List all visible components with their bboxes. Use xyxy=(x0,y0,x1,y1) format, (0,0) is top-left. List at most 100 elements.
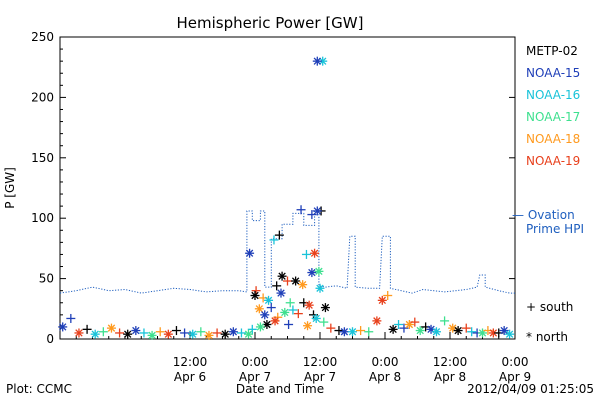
point-stroke xyxy=(264,296,273,305)
point-stroke xyxy=(308,268,316,277)
legend-item-noaa-16: NOAA-16 xyxy=(526,88,580,102)
south-point-noaa-15 xyxy=(284,320,294,330)
point-stroke xyxy=(321,303,330,312)
north-point-noaa-16 xyxy=(311,313,321,323)
point-stroke xyxy=(305,301,313,309)
south-point-noaa-19 xyxy=(115,328,125,338)
north-point-noaa-19 xyxy=(377,295,387,305)
x-axis-label: Date and Time xyxy=(236,382,324,396)
x-tick-time: 0:00 xyxy=(502,355,529,369)
ovation-hpi-line xyxy=(59,210,515,294)
point-stroke xyxy=(500,326,508,335)
scatter-points xyxy=(58,56,515,340)
legend-item-noaa-18: NOAA-18 xyxy=(526,132,580,146)
south-point-metp-02 xyxy=(171,326,181,336)
legend-item-noaa-15: NOAA-15 xyxy=(526,66,580,80)
x-tick-date: Apr 6 xyxy=(174,370,206,384)
north-point-noaa-17 xyxy=(314,266,324,276)
south-point-noaa-15 xyxy=(66,313,76,323)
footer-credit: Plot: CCMC xyxy=(6,382,72,396)
point-stroke xyxy=(229,328,238,336)
point-stroke xyxy=(298,280,307,289)
north-point-noaa-17 xyxy=(147,330,157,340)
north-point-noaa-18 xyxy=(204,330,214,340)
south-point-noaa-15 xyxy=(399,323,409,333)
south-point-noaa-19 xyxy=(410,317,420,327)
north-point-noaa-19 xyxy=(304,300,314,310)
point-stroke xyxy=(256,323,265,331)
north-point-noaa-16 xyxy=(348,327,357,337)
south-point-noaa-19 xyxy=(293,309,303,319)
point-stroke xyxy=(389,325,397,334)
north-point-noaa-15 xyxy=(339,327,349,337)
point-stroke xyxy=(505,330,514,338)
south-point-noaa-16 xyxy=(236,328,246,338)
north-point-metp-02 xyxy=(277,271,287,281)
y-tick-label: 250 xyxy=(31,30,54,44)
north-point-noaa-15 xyxy=(312,206,322,216)
north-point-noaa-15 xyxy=(131,326,141,336)
point-stroke xyxy=(348,328,357,336)
south-point-noaa-19 xyxy=(461,323,471,333)
y-tick-label: 150 xyxy=(31,151,54,165)
point-stroke xyxy=(319,57,327,65)
north-point-noaa-18 xyxy=(254,304,264,314)
x-tick-date: Apr 8 xyxy=(369,370,401,384)
x-tick-date: Apr 7 xyxy=(239,370,271,384)
north-point-noaa-15 xyxy=(58,322,68,332)
south-point-noaa-16 xyxy=(247,324,257,334)
y-axis-label: P [GW] xyxy=(3,167,17,209)
south-point-noaa-16 xyxy=(288,305,298,315)
x-tick-time: 0:00 xyxy=(372,355,399,369)
point-stroke xyxy=(124,330,132,338)
point-stroke xyxy=(164,330,173,338)
y-tick-label: 100 xyxy=(31,211,54,225)
point-stroke xyxy=(373,317,381,325)
north-point-metp-02 xyxy=(388,324,398,334)
north-point-noaa-15 xyxy=(276,288,286,298)
ovation-line-group xyxy=(59,210,515,294)
point-stroke xyxy=(221,330,229,338)
north-point-noaa-19 xyxy=(74,328,84,338)
south-point-noaa-18 xyxy=(383,291,393,301)
point-stroke xyxy=(148,331,156,340)
north-point-noaa-15 xyxy=(228,327,238,337)
north-point-metp-02 xyxy=(320,303,330,313)
legend-symbol-north: * north xyxy=(526,330,568,344)
point-stroke xyxy=(205,331,213,340)
south-point-noaa-19 xyxy=(212,328,222,338)
point-stroke xyxy=(251,291,259,300)
point-stroke xyxy=(189,330,197,338)
north-point-metp-02 xyxy=(262,320,272,330)
x-tick-date: Apr 7 xyxy=(304,370,336,384)
north-point-noaa-15 xyxy=(307,268,317,278)
south-point-noaa-19 xyxy=(326,323,336,333)
point-stroke xyxy=(378,296,386,305)
legend-symbol-south: + south xyxy=(526,300,573,314)
point-stroke xyxy=(432,328,441,336)
point-stroke xyxy=(454,326,462,335)
point-stroke xyxy=(281,308,289,317)
south-point-noaa-17 xyxy=(196,327,206,337)
north-point-noaa-15 xyxy=(260,310,270,320)
point-stroke xyxy=(244,330,253,338)
south-point-metp-02 xyxy=(334,326,344,336)
south-point-metp-02 xyxy=(82,324,92,334)
south-point-noaa-16 xyxy=(139,328,149,338)
south-point-noaa-17 xyxy=(98,327,108,337)
south-point-metp-02 xyxy=(272,281,282,291)
point-stroke xyxy=(427,325,435,334)
south-point-noaa-16 xyxy=(394,320,404,330)
north-point-noaa-17 xyxy=(244,329,253,339)
point-stroke xyxy=(416,326,424,335)
north-point-metp-02 xyxy=(453,326,463,336)
legend: METP-02 NOAA-15 NOAA-16 NOAA-17 NOAA-18 NOAA-… xyxy=(512,44,584,344)
south-point-noaa-17 xyxy=(364,327,374,337)
south-point-noaa-16 xyxy=(269,235,279,245)
y-tick-label: 200 xyxy=(31,90,54,104)
x-tick-time: 0:00 xyxy=(242,355,269,369)
point-stroke xyxy=(312,314,320,323)
north-point-noaa-18 xyxy=(298,280,308,290)
point-stroke xyxy=(277,289,285,297)
point-stroke xyxy=(340,328,349,336)
